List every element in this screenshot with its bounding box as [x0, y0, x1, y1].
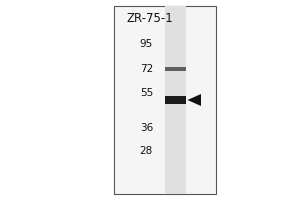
- Text: 55: 55: [140, 88, 153, 98]
- Text: 95: 95: [140, 39, 153, 49]
- FancyBboxPatch shape: [114, 6, 216, 194]
- Bar: [165, 96, 186, 104]
- Text: 36: 36: [140, 123, 153, 133]
- FancyBboxPatch shape: [165, 6, 186, 194]
- Bar: [165, 67, 186, 71]
- Polygon shape: [188, 94, 201, 106]
- Text: ZR-75-1: ZR-75-1: [127, 11, 173, 24]
- Text: 28: 28: [140, 146, 153, 156]
- Text: 72: 72: [140, 64, 153, 74]
